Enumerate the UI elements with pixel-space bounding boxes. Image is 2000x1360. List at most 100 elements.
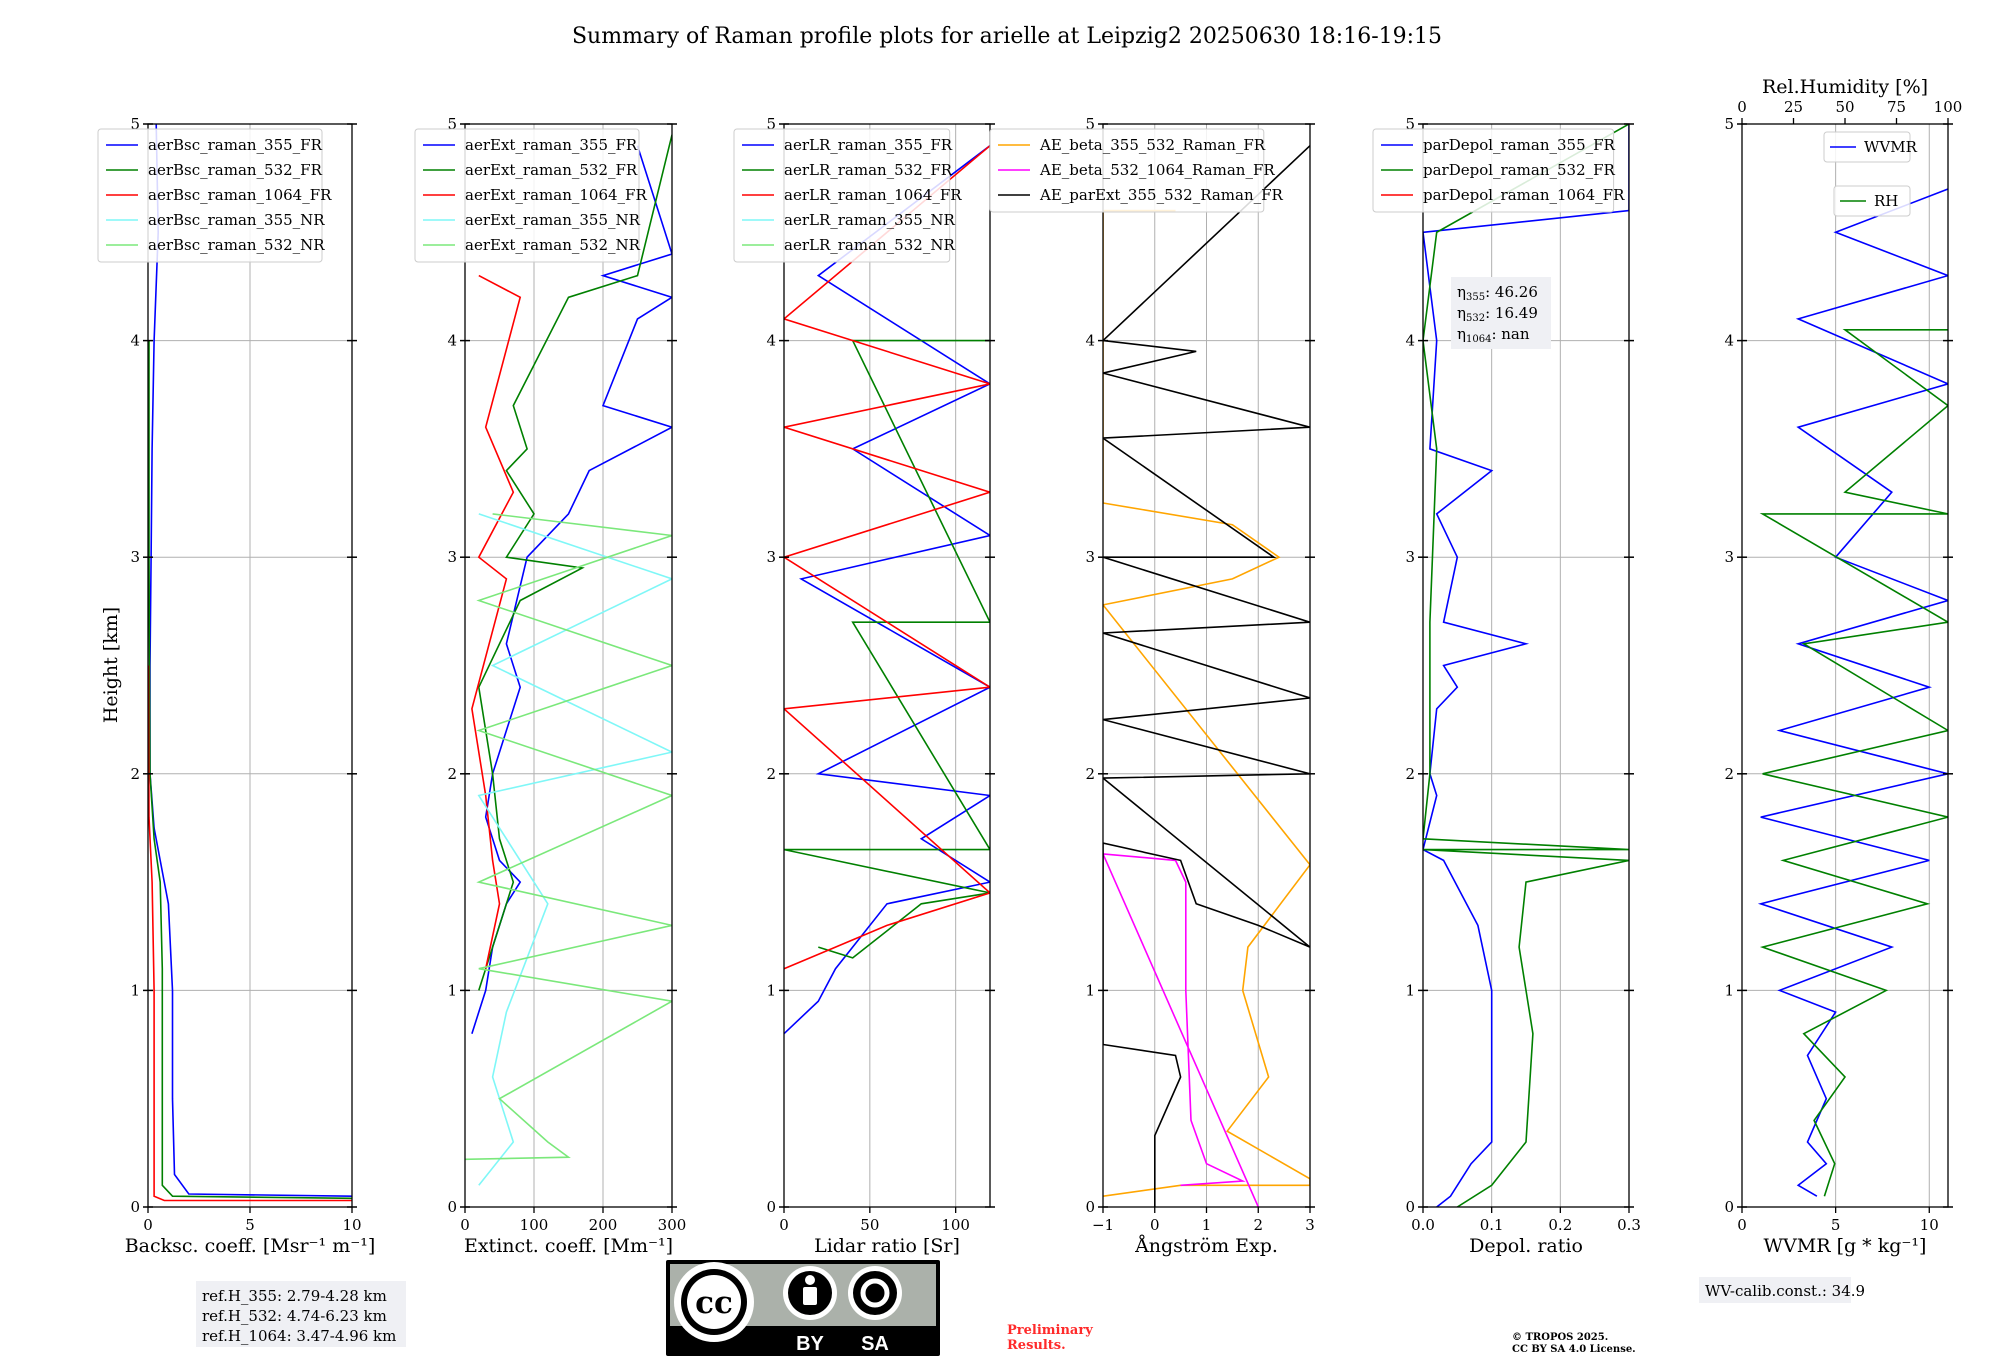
eta-box xyxy=(1451,277,1551,349)
series-line-aerExt_raman_355_NR xyxy=(477,513,672,1186)
series-group xyxy=(148,124,352,1202)
legend-label: RH xyxy=(1874,192,1898,210)
legend-label: AE_parExt_355_532_Raman_FR xyxy=(1039,186,1284,204)
legend-label: aerLR_raman_532_FR xyxy=(784,161,953,179)
x-tick-label: 100 xyxy=(520,1216,549,1234)
cc-badge-sa: SA xyxy=(861,1333,889,1355)
y-tick-label: 5 xyxy=(447,115,457,133)
panel-5: 0 1 2 3 4 5 0.0 0.1 0.2 0.3 Depol. ratio parDepol_r… xyxy=(1372,115,1641,1257)
y-tick-label: 1 xyxy=(447,981,457,999)
y-tick-label: 3 xyxy=(1405,548,1415,566)
legend-label: aerExt_raman_355_NR xyxy=(465,211,641,229)
legend-box xyxy=(1372,128,1615,213)
y-tick-label: 0 xyxy=(447,1198,457,1216)
x-tick-label: 50 xyxy=(860,1216,879,1234)
y-tick-label: 1 xyxy=(766,981,776,999)
cc-badge-by: BY xyxy=(796,1333,824,1355)
preliminary-text-2: Results. xyxy=(1007,1338,1066,1353)
y-tick-label: 0 xyxy=(766,1198,776,1216)
axes-frame xyxy=(464,123,673,1208)
x2-axis-label: Rel.Humidity [%] xyxy=(1762,76,1928,98)
y-tick-label: 1 xyxy=(1085,981,1095,999)
legend: aerBsc_raman_355_FR aerBsc_raman_532_FRae… xyxy=(97,128,332,263)
x-tick-label: 10 xyxy=(342,1216,361,1234)
y-tick-label: 4 xyxy=(1085,332,1095,350)
y-tick-label: 5 xyxy=(1085,115,1095,133)
legend-label: aerExt_raman_532_FR xyxy=(465,161,638,179)
cc-by-sa-badge[interactable]: cc BY SA xyxy=(666,1260,940,1356)
legend: AE_beta_355_532_Raman_FR AE_beta_532_1064… xyxy=(989,128,1284,213)
x-tick-label: 0 xyxy=(779,1216,789,1234)
series-line-aerBsc_raman_532_FR xyxy=(148,340,352,1200)
legend-label: aerLR_raman_355_NR xyxy=(784,211,955,229)
y-tick-label: 5 xyxy=(1724,115,1734,133)
legend-label: aerBsc_raman_355_FR xyxy=(148,136,323,154)
x-tick-label: 300 xyxy=(658,1216,687,1234)
y-tick-label: 1 xyxy=(130,981,140,999)
series-group xyxy=(1103,145,1310,1207)
legend-box xyxy=(733,128,951,263)
copyright-line-1: © TROPOS 2025. xyxy=(1512,1332,1608,1343)
series-group xyxy=(1423,124,1629,1207)
y-tick-label: 5 xyxy=(766,115,776,133)
x-tick-label: 0 xyxy=(1150,1216,1160,1234)
x-tick-label: 0 xyxy=(1737,1216,1747,1234)
x-tick-label: −1 xyxy=(1092,1216,1114,1234)
y-tick-label: 4 xyxy=(1405,332,1415,350)
y-tick-label: 3 xyxy=(447,548,457,566)
x-axis-label: Depol. ratio xyxy=(1469,1235,1583,1257)
legend-box xyxy=(989,128,1265,213)
legend-box xyxy=(1833,185,1911,217)
wv-calib-box xyxy=(1699,1277,1851,1303)
y-tick-label: 5 xyxy=(1405,115,1415,133)
x-tick-label: 0.0 xyxy=(1411,1216,1435,1234)
legend-box xyxy=(1823,131,1911,163)
x-tick-label: 0.2 xyxy=(1548,1216,1572,1234)
x-tick-label: 2 xyxy=(1253,1216,1263,1234)
legend-label: aerBsc_raman_532_FR xyxy=(148,161,323,179)
ref-height-532: ref.H_532: 4.74-6.23 km xyxy=(202,1307,387,1325)
legend-label: aerBsc_raman_532_NR xyxy=(148,236,325,254)
y-tick-label: 3 xyxy=(766,548,776,566)
y-tick-label: 1 xyxy=(1724,981,1734,999)
x-axis-label: Extinct. coeff. [Mm⁻¹] xyxy=(464,1235,673,1257)
axes-frame xyxy=(783,123,991,1208)
x2-tick-label: 75 xyxy=(1887,98,1906,116)
y-tick-label: 2 xyxy=(130,765,140,783)
legend-label: AE_beta_355_532_Raman_FR xyxy=(1039,136,1266,154)
x-axis-label: Lidar ratio [Sr] xyxy=(814,1235,960,1257)
series-line-aerExt_raman_532_NR xyxy=(465,513,672,1161)
x2-tick-label: 50 xyxy=(1835,98,1854,116)
x-axis-label: Backsc. coeff. [Msr⁻¹ m⁻¹] xyxy=(125,1235,376,1257)
figure-title: Summary of Raman profile plots for ariel… xyxy=(572,24,1442,49)
wv-calib-text: WV-calib.const.: 34.9 xyxy=(1705,1282,1865,1300)
y-tick-label: 3 xyxy=(130,548,140,566)
legend-label: aerLR_raman_355_FR xyxy=(784,136,953,154)
copyright-line-2: CC BY SA 4.0 License. xyxy=(1512,1344,1636,1355)
legend-label: aerExt_raman_355_FR xyxy=(465,136,638,154)
legend-label: AE_beta_532_1064_Raman_FR xyxy=(1039,161,1275,179)
series-line-aerBsc_raman_1064_FR xyxy=(148,665,352,1202)
x-tick-label: 5 xyxy=(1831,1216,1841,1234)
axes-frame xyxy=(1741,123,1949,1208)
y-tick-label: 2 xyxy=(447,765,457,783)
y-tick-label: 0 xyxy=(1085,1198,1095,1216)
x-axis-label: Ångström Exp. xyxy=(1134,1235,1278,1257)
legend-label: aerLR_raman_1064_FR xyxy=(784,186,962,204)
legend-label: parDepol_raman_532_FR xyxy=(1423,161,1616,179)
y-tick-label: 0 xyxy=(130,1198,140,1216)
y-tick-label: 2 xyxy=(1085,765,1095,783)
x-tick-label: 3 xyxy=(1305,1216,1315,1234)
series-group xyxy=(1757,188,1948,1197)
series-group xyxy=(784,145,990,1035)
legend-label: aerBsc_raman_355_NR xyxy=(148,211,325,229)
legend-box xyxy=(414,128,640,263)
cc-badge-main: cc xyxy=(695,1285,733,1321)
y-axis-label: Height [km] xyxy=(100,607,122,723)
